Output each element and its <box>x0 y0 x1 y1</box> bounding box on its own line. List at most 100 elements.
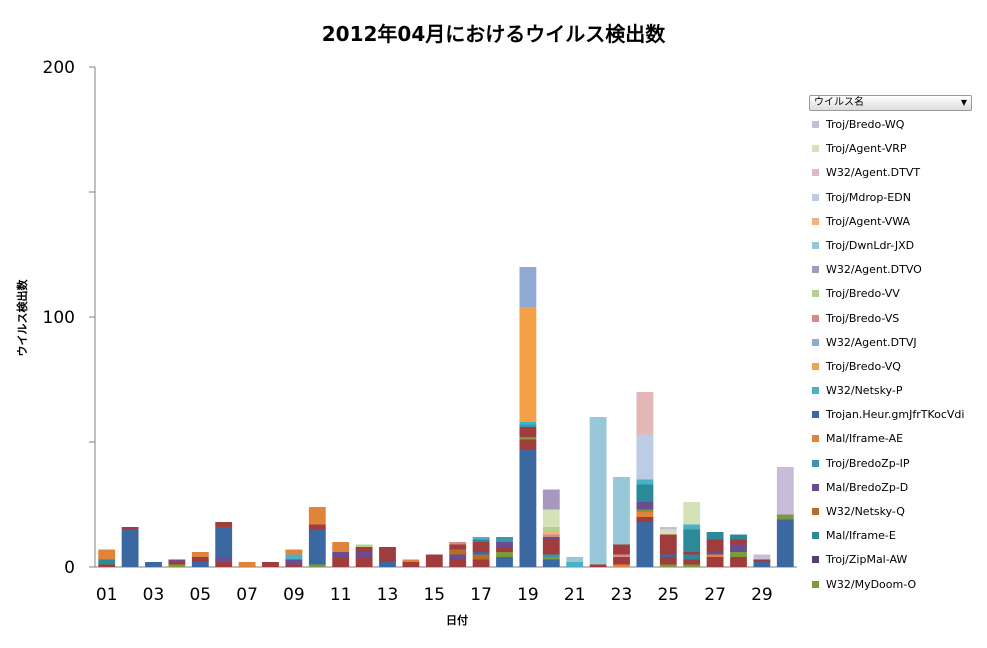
bar-segment[interactable] <box>659 527 677 530</box>
bar-segment[interactable] <box>613 554 630 558</box>
legend-item[interactable]: W32/Agent.DTVO <box>812 262 964 286</box>
legend-item[interactable]: W32/Agent.DTVJ <box>812 335 964 359</box>
bar-segment[interactable] <box>215 557 233 562</box>
bar-segment[interactable] <box>613 557 630 565</box>
bar-segment[interactable] <box>566 562 584 567</box>
bar-segment[interactable] <box>472 542 490 552</box>
bar-segment[interactable] <box>636 392 654 435</box>
bar-segment[interactable] <box>379 547 396 562</box>
bar-segment[interactable] <box>683 529 701 553</box>
legend-item[interactable]: Troj/ZipMal-AW <box>812 552 964 576</box>
bar-segment[interactable] <box>519 439 537 450</box>
bar-segment[interactable] <box>659 557 677 565</box>
bar-segment[interactable] <box>683 559 701 565</box>
bar-segment[interactable] <box>215 527 233 557</box>
bar-segment[interactable] <box>449 544 467 550</box>
bar-segment[interactable] <box>496 542 513 547</box>
bar-segment[interactable] <box>542 554 560 558</box>
bar-segment[interactable] <box>730 544 747 553</box>
legend-item[interactable]: Troj/Mdrop-EDN <box>812 190 964 214</box>
bar-segment[interactable] <box>683 524 701 530</box>
bar-segment[interactable] <box>332 552 350 557</box>
bar-segment[interactable] <box>449 554 467 560</box>
bar-segment[interactable] <box>776 519 794 568</box>
bar-segment[interactable] <box>706 557 724 567</box>
legend-item[interactable]: Mal/Iframe-AE <box>812 431 964 455</box>
legend-item[interactable]: Troj/Bredo-WQ <box>812 117 964 141</box>
bar-segment[interactable] <box>776 467 794 515</box>
bar-segment[interactable] <box>402 559 420 563</box>
bar-segment[interactable] <box>542 509 560 528</box>
bar-segment[interactable] <box>636 509 654 513</box>
bar-segment[interactable] <box>472 539 490 543</box>
legend-item[interactable]: Trojan.Heur.gmJfrTKocVdi <box>812 407 964 431</box>
bar-segment[interactable] <box>496 557 513 567</box>
bar-segment[interactable] <box>636 484 654 503</box>
bar-segment[interactable] <box>355 557 373 567</box>
legend-item[interactable]: Mal/BredoZp-D <box>812 480 964 504</box>
bar-segment[interactable] <box>496 547 513 552</box>
bar-segment[interactable] <box>215 562 233 567</box>
bar-segment[interactable] <box>308 529 326 565</box>
legend-item[interactable]: W32/Netsky-P <box>812 383 964 407</box>
bar-segment[interactable] <box>191 557 209 562</box>
bar-segment[interactable] <box>449 542 467 545</box>
bar-segment[interactable] <box>285 554 303 560</box>
bar-segment[interactable] <box>613 544 630 555</box>
bar-segment[interactable] <box>753 554 771 560</box>
bar-segment[interactable] <box>542 557 560 560</box>
bar-segment[interactable] <box>613 564 630 568</box>
legend-item[interactable]: W32/Agent.DTVT <box>812 165 964 189</box>
bar-segment[interactable] <box>683 554 701 560</box>
bar-segment[interactable] <box>308 564 326 568</box>
bar-segment[interactable] <box>683 564 701 568</box>
bar-segment[interactable] <box>121 527 139 530</box>
bar-segment[interactable] <box>98 564 116 568</box>
legend-item[interactable]: W32/MyDoom-O <box>812 577 964 601</box>
legend-item[interactable]: Troj/Agent-VWA <box>812 214 964 238</box>
bar-segment[interactable] <box>145 562 162 567</box>
bar-segment[interactable] <box>379 562 396 567</box>
bar-segment[interactable] <box>636 522 654 567</box>
bar-segment[interactable] <box>215 522 233 527</box>
bar-segment[interactable] <box>285 559 303 565</box>
bar-segment[interactable] <box>496 537 513 542</box>
bar-segment[interactable] <box>753 562 771 567</box>
bar-segment[interactable] <box>683 502 701 525</box>
legend-item[interactable]: Troj/Bredo-VS <box>812 311 964 335</box>
bar-segment[interactable] <box>542 539 560 555</box>
bar-segment[interactable] <box>589 564 607 568</box>
legend-item[interactable]: Troj/Bredo-VQ <box>812 359 964 383</box>
bar-segment[interactable] <box>566 557 584 562</box>
bar-segment[interactable] <box>472 537 490 540</box>
bar-segment[interactable] <box>589 417 607 565</box>
bar-segment[interactable] <box>285 549 303 555</box>
bar-segment[interactable] <box>355 544 373 548</box>
bar-segment[interactable] <box>706 539 724 553</box>
bar-segment[interactable] <box>519 307 537 422</box>
bar-segment[interactable] <box>308 524 326 530</box>
bar-segment[interactable] <box>519 437 537 440</box>
bar-segment[interactable] <box>168 559 186 563</box>
bar-segment[interactable] <box>659 564 677 568</box>
bar-segment[interactable] <box>730 534 747 540</box>
bar-segment[interactable] <box>683 552 701 555</box>
bar-segment[interactable] <box>730 539 747 545</box>
bar-segment[interactable] <box>168 562 186 565</box>
legend-filter-dropdown[interactable]: ウイルス名 ▼ <box>809 95 972 111</box>
bar-segment[interactable] <box>425 554 443 568</box>
bar-segment[interactable] <box>776 514 794 520</box>
bar-segment[interactable] <box>706 532 724 540</box>
bar-segment[interactable] <box>706 552 724 555</box>
bar-segment[interactable] <box>285 564 303 568</box>
bar-segment[interactable] <box>168 564 186 568</box>
bar-segment[interactable] <box>449 559 467 568</box>
bar-segment[interactable] <box>121 529 139 568</box>
bar-segment[interactable] <box>472 552 490 555</box>
legend-item[interactable]: Mal/Iframe-E <box>812 528 964 552</box>
bar-segment[interactable] <box>402 562 420 567</box>
bar-segment[interactable] <box>542 537 560 540</box>
bar-segment[interactable] <box>355 552 373 557</box>
bar-segment[interactable] <box>98 559 116 565</box>
bar-segment[interactable] <box>542 532 560 535</box>
